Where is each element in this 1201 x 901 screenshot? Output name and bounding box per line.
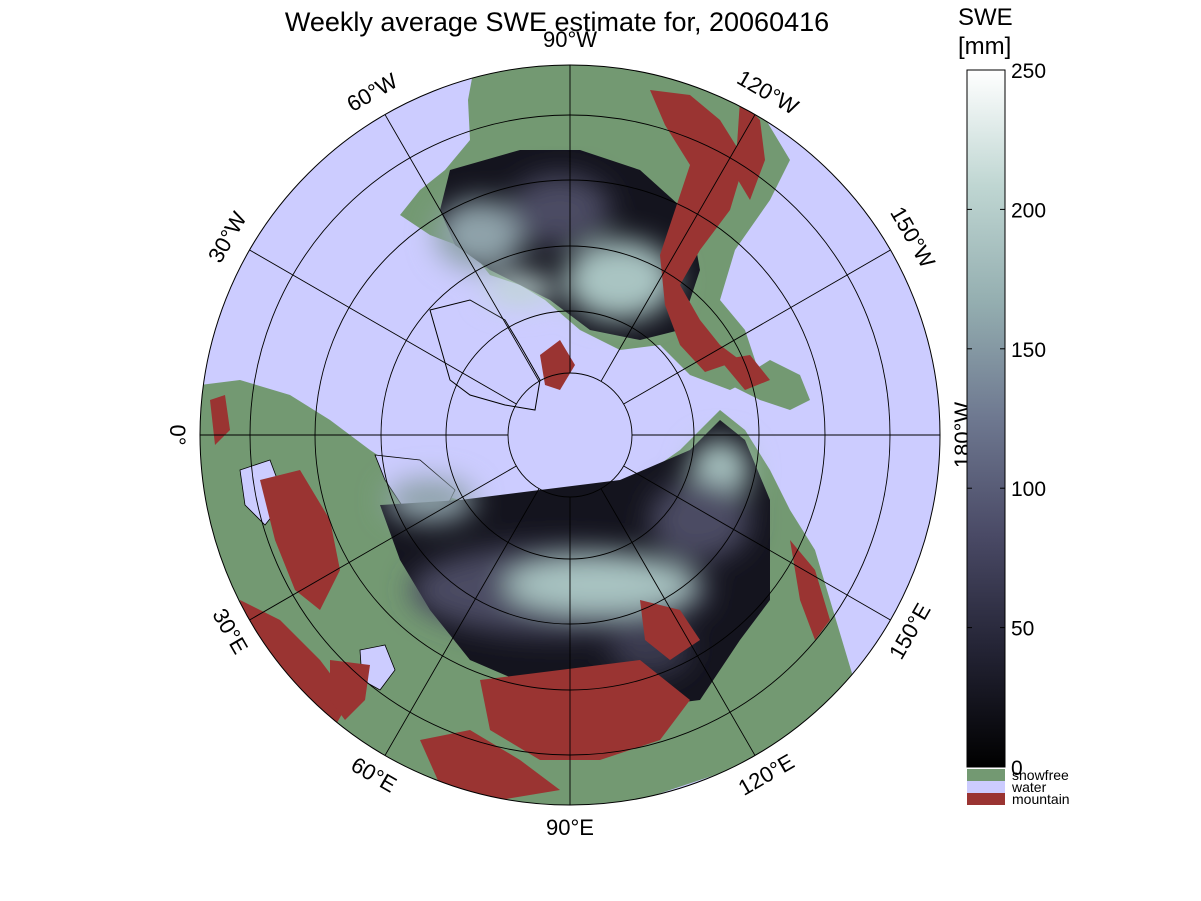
legend-label-mountain: mountain bbox=[1012, 791, 1070, 807]
legend-swatch-water bbox=[967, 781, 1005, 793]
map-title: Weekly average SWE estimate for, 2006041… bbox=[285, 7, 829, 37]
colorbar-tick-label: 100 bbox=[1011, 478, 1046, 501]
legend-label-water: water bbox=[1011, 779, 1047, 795]
colorbar-title-line2: [mm] bbox=[958, 33, 1011, 60]
colorbar-title-line1: SWE bbox=[958, 4, 1013, 31]
meridian-line bbox=[384, 488, 540, 756]
longitude-meridians bbox=[200, 65, 940, 805]
legend-swatch-mountain bbox=[967, 793, 1005, 805]
longitude-label: 60°W bbox=[343, 68, 402, 117]
meridian-line bbox=[600, 114, 756, 382]
meridian-line bbox=[384, 114, 540, 382]
colorbar-tick-label: 250 bbox=[1011, 60, 1046, 83]
polar-map: 90°W60°W30°W0°30°E60°E90°E120°E150°E180°… bbox=[165, 27, 975, 840]
meridian-line bbox=[249, 249, 517, 405]
colorbar-tick-label: 0 bbox=[1011, 757, 1023, 780]
colorbar-tick-label: 150 bbox=[1011, 339, 1046, 362]
meridian-line bbox=[249, 465, 517, 621]
mountain-areas bbox=[210, 90, 830, 800]
map-frame bbox=[199, 64, 941, 806]
swe-colorbar: SWE [mm] 0 50 100 150 200 250 bbox=[958, 4, 1046, 780]
colorbar-gradient bbox=[966, 69, 1006, 768]
colorbar-tick-label: 50 bbox=[1011, 618, 1034, 641]
longitude-label: 90°W bbox=[543, 27, 597, 52]
meridian-line bbox=[623, 465, 891, 621]
eurasia-snow-cover bbox=[380, 420, 770, 710]
longitude-label: 0° bbox=[165, 424, 190, 445]
colorbar-tick-label: 200 bbox=[1011, 199, 1046, 222]
meridian-line bbox=[623, 249, 891, 405]
longitude-label: 90°E bbox=[546, 815, 594, 840]
longitude-label: 30°W bbox=[203, 207, 252, 266]
legend-swatch-snowfree bbox=[967, 769, 1005, 781]
colorbar-ticks: 0 50 100 150 200 250 bbox=[967, 60, 1046, 780]
legend-label-snowfree: snowfree bbox=[1012, 767, 1069, 783]
meridian-line bbox=[600, 488, 756, 756]
